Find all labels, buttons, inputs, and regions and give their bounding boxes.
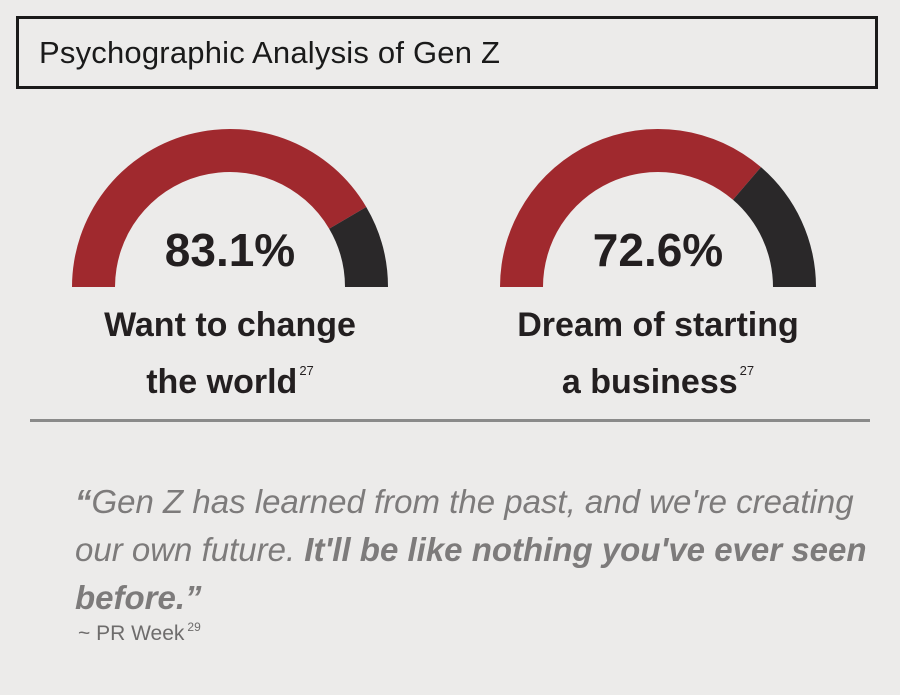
gauge-chart-1 <box>72 129 388 287</box>
quote-text: Gen Z has learned from the past, and we'… <box>75 483 854 568</box>
gauge-2-filled-arc <box>500 129 761 287</box>
gauge-chart-2 <box>500 129 816 287</box>
gauge-1-label: Want to change the world 27 <box>52 302 408 405</box>
gauge-2-footnote: 27 <box>739 363 755 378</box>
quote-open-mark: “ <box>75 483 92 520</box>
source-text: ~ PR Week <box>78 622 185 645</box>
source-footnote: 29 <box>187 620 201 634</box>
section-divider <box>30 419 870 422</box>
gauge-2-label-line1: Dream of starting <box>517 306 799 344</box>
quote-close-mark: ” <box>185 579 202 616</box>
gauge-start-business: 72.6% Dream of starting a business 27 <box>500 128 830 401</box>
quote-bold-text: It'll be like nothing you've ever seen b… <box>75 531 867 616</box>
title-box: Psychographic Analysis of Gen Z <box>16 16 878 89</box>
gauge-1-value: 83.1% <box>164 224 296 276</box>
gauge-1-label-line1: Want to change <box>104 306 356 344</box>
quote-source: ~ PR Week 29 <box>78 620 201 646</box>
gauge-1-label-line2: the world <box>146 363 298 401</box>
gauge-2-remaining-arc <box>732 167 816 287</box>
gauge-2-label-line2: a business <box>561 363 738 401</box>
gauge-change-world: 83.1% Want to change the world 27 <box>72 128 402 401</box>
gauge-1-filled-arc <box>72 129 367 287</box>
gauge-2-value: 72.6% <box>592 224 724 276</box>
gauge-1-remaining-arc <box>329 206 388 287</box>
gauge-1-footnote: 27 <box>299 363 314 378</box>
page-title: Psychographic Analysis of Gen Z <box>39 34 501 70</box>
quote-block: “Gen Z has learned from the past, and we… <box>75 478 875 622</box>
gauge-2-label: Dream of starting a business 27 <box>480 302 836 405</box>
